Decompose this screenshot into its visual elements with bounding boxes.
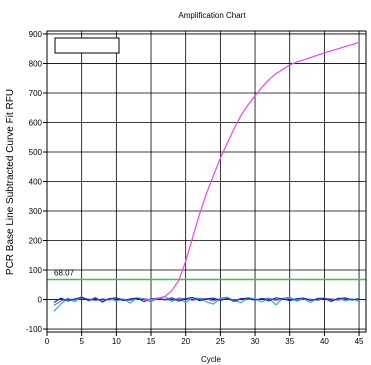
chart-title: Amplification Chart: [178, 11, 246, 20]
x-tick-label: 0: [45, 337, 50, 346]
series-line-2: [53, 296, 360, 304]
x-tick-label: 5: [79, 337, 84, 346]
threshold-line: 68.07: [47, 268, 366, 281]
y-tick-label: 300: [29, 207, 43, 216]
y-tick-label: 400: [29, 178, 43, 187]
series-line-1: [144, 41, 360, 301]
y-tick-label: 700: [29, 89, 43, 98]
y-tick-label: 800: [29, 59, 43, 68]
y-axis-title: PCR Base Line Subtracted Curve Fit RFU: [5, 89, 16, 275]
y-tick-label: 200: [29, 237, 43, 246]
x-tick-label: 45: [355, 337, 364, 346]
x-tick-label: 40: [320, 337, 329, 346]
series-layer: [53, 41, 360, 312]
y-tick-label: 0: [38, 296, 43, 305]
y-tick-label: 100: [29, 266, 43, 275]
plot-frame: [46, 30, 367, 333]
y-tick-label: 500: [29, 148, 43, 157]
x-tick-label: 35: [285, 337, 294, 346]
y-tick-label: 900: [29, 30, 43, 39]
x-tick-label: 20: [181, 337, 190, 346]
threshold-label: 68.07: [54, 268, 75, 277]
y-tick-label: 600: [29, 118, 43, 127]
grid: [43, 31, 366, 336]
y-tick-label: -100: [26, 325, 43, 334]
x-tick-label: 10: [112, 337, 121, 346]
y-tick-labels: -100 0 100 200 300 400 500 600 700 800 900: [26, 30, 43, 334]
legend-box: [54, 37, 120, 54]
x-tick-label: 25: [216, 337, 225, 346]
x-axis-title: Cycle: [201, 355, 222, 364]
x-tick-label: 15: [147, 337, 156, 346]
x-tick-label: 30: [251, 337, 260, 346]
x-tick-labels: 0 5 10 15 20 25 30 35 40 45: [45, 337, 364, 346]
